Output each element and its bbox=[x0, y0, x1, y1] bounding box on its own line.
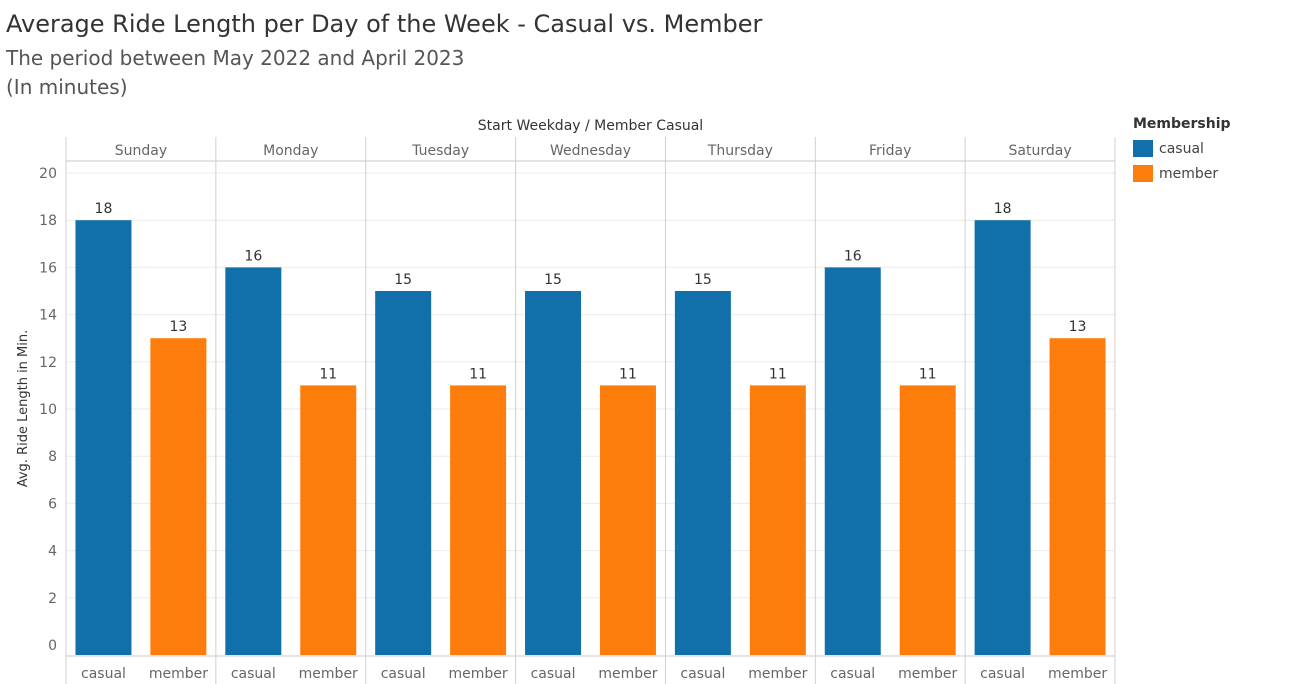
weekday-header: Thursday bbox=[707, 143, 773, 159]
data-label: 11 bbox=[919, 366, 937, 382]
bar-member bbox=[450, 385, 507, 655]
legend: Membership casual member bbox=[1133, 116, 1231, 186]
y-tick-label: 2 bbox=[48, 591, 57, 607]
x-tick-label: casual bbox=[980, 666, 1025, 682]
weekday-header: Tuesday bbox=[411, 143, 469, 159]
x-tick-label: member bbox=[299, 666, 358, 682]
y-tick-label: 18 bbox=[39, 213, 57, 229]
weekday-header: Friday bbox=[869, 143, 911, 159]
data-label: 13 bbox=[1069, 319, 1087, 335]
x-tick-label: member bbox=[598, 666, 657, 682]
chart-title: Average Ride Length per Day of the Week … bbox=[6, 10, 763, 38]
legend-swatch-member bbox=[1133, 165, 1153, 182]
y-axis-title: Avg. Ride Length in Min. bbox=[16, 330, 31, 488]
x-tick-label: member bbox=[898, 666, 957, 682]
legend-title: Membership bbox=[1133, 116, 1231, 132]
weekday-header: Wednesday bbox=[550, 143, 631, 159]
y-tick-label: 8 bbox=[48, 449, 57, 465]
y-tick-label: 14 bbox=[39, 308, 57, 324]
bar-casual bbox=[974, 220, 1031, 655]
bar-casual bbox=[674, 291, 731, 655]
data-label: 18 bbox=[95, 201, 113, 217]
bar-casual bbox=[75, 220, 132, 655]
legend-label-casual: casual bbox=[1159, 140, 1204, 157]
x-tick-label: member bbox=[1048, 666, 1107, 682]
data-label: 11 bbox=[619, 366, 637, 382]
data-label: 15 bbox=[394, 272, 412, 288]
bar-member bbox=[300, 385, 357, 655]
x-tick-label: casual bbox=[830, 666, 875, 682]
x-tick-label: member bbox=[449, 666, 508, 682]
data-label: 15 bbox=[694, 272, 712, 288]
bar-member bbox=[150, 338, 207, 655]
data-label: 11 bbox=[319, 366, 337, 382]
chart-subtitle: The period between May 2022 and April 20… bbox=[6, 46, 465, 70]
x-tick-label: member bbox=[748, 666, 807, 682]
bar-chart: Start Weekday / Member Casual 0 2 4 6 8 10 12 14… bbox=[16, 118, 1116, 684]
data-label: 16 bbox=[244, 248, 262, 264]
bar-member bbox=[899, 385, 956, 655]
y-tick-label: 0 bbox=[48, 638, 57, 654]
legend-label-member: member bbox=[1159, 165, 1219, 182]
bar-casual bbox=[225, 267, 282, 655]
y-tick-label: 20 bbox=[39, 166, 57, 182]
data-label: 18 bbox=[994, 201, 1012, 217]
x-tick-label: member bbox=[149, 666, 208, 682]
bar-member bbox=[599, 385, 656, 655]
data-label: 11 bbox=[469, 366, 487, 382]
bar-casual bbox=[525, 291, 582, 655]
weekday-header: Monday bbox=[263, 143, 318, 159]
x-tick-label: casual bbox=[81, 666, 126, 682]
weekday-header: Saturday bbox=[1009, 143, 1072, 159]
y-tick-label: 4 bbox=[48, 544, 57, 560]
column-header-label: Start Weekday / Member Casual bbox=[478, 118, 703, 134]
y-tick-label: 6 bbox=[48, 496, 57, 512]
legend-item-member[interactable]: member bbox=[1133, 161, 1231, 186]
data-label: 13 bbox=[169, 319, 187, 335]
legend-item-casual[interactable]: casual bbox=[1133, 136, 1231, 161]
data-label: 16 bbox=[844, 248, 862, 264]
data-label: 11 bbox=[769, 366, 787, 382]
y-tick-label: 10 bbox=[39, 402, 57, 418]
weekday-header: Sunday bbox=[115, 143, 167, 159]
bar-member bbox=[749, 385, 806, 655]
chart-subtitle-units: (In minutes) bbox=[6, 75, 128, 99]
x-tick-label: casual bbox=[231, 666, 276, 682]
bar-casual bbox=[824, 267, 881, 655]
y-tick-label: 16 bbox=[39, 260, 57, 276]
bar-casual bbox=[375, 291, 432, 655]
legend-swatch-casual bbox=[1133, 140, 1153, 157]
x-tick-label: casual bbox=[531, 666, 576, 682]
x-tick-label: casual bbox=[381, 666, 426, 682]
bar-member bbox=[1049, 338, 1106, 655]
y-tick-label: 12 bbox=[39, 355, 57, 371]
x-tick-label: casual bbox=[680, 666, 725, 682]
data-label: 15 bbox=[544, 272, 562, 288]
